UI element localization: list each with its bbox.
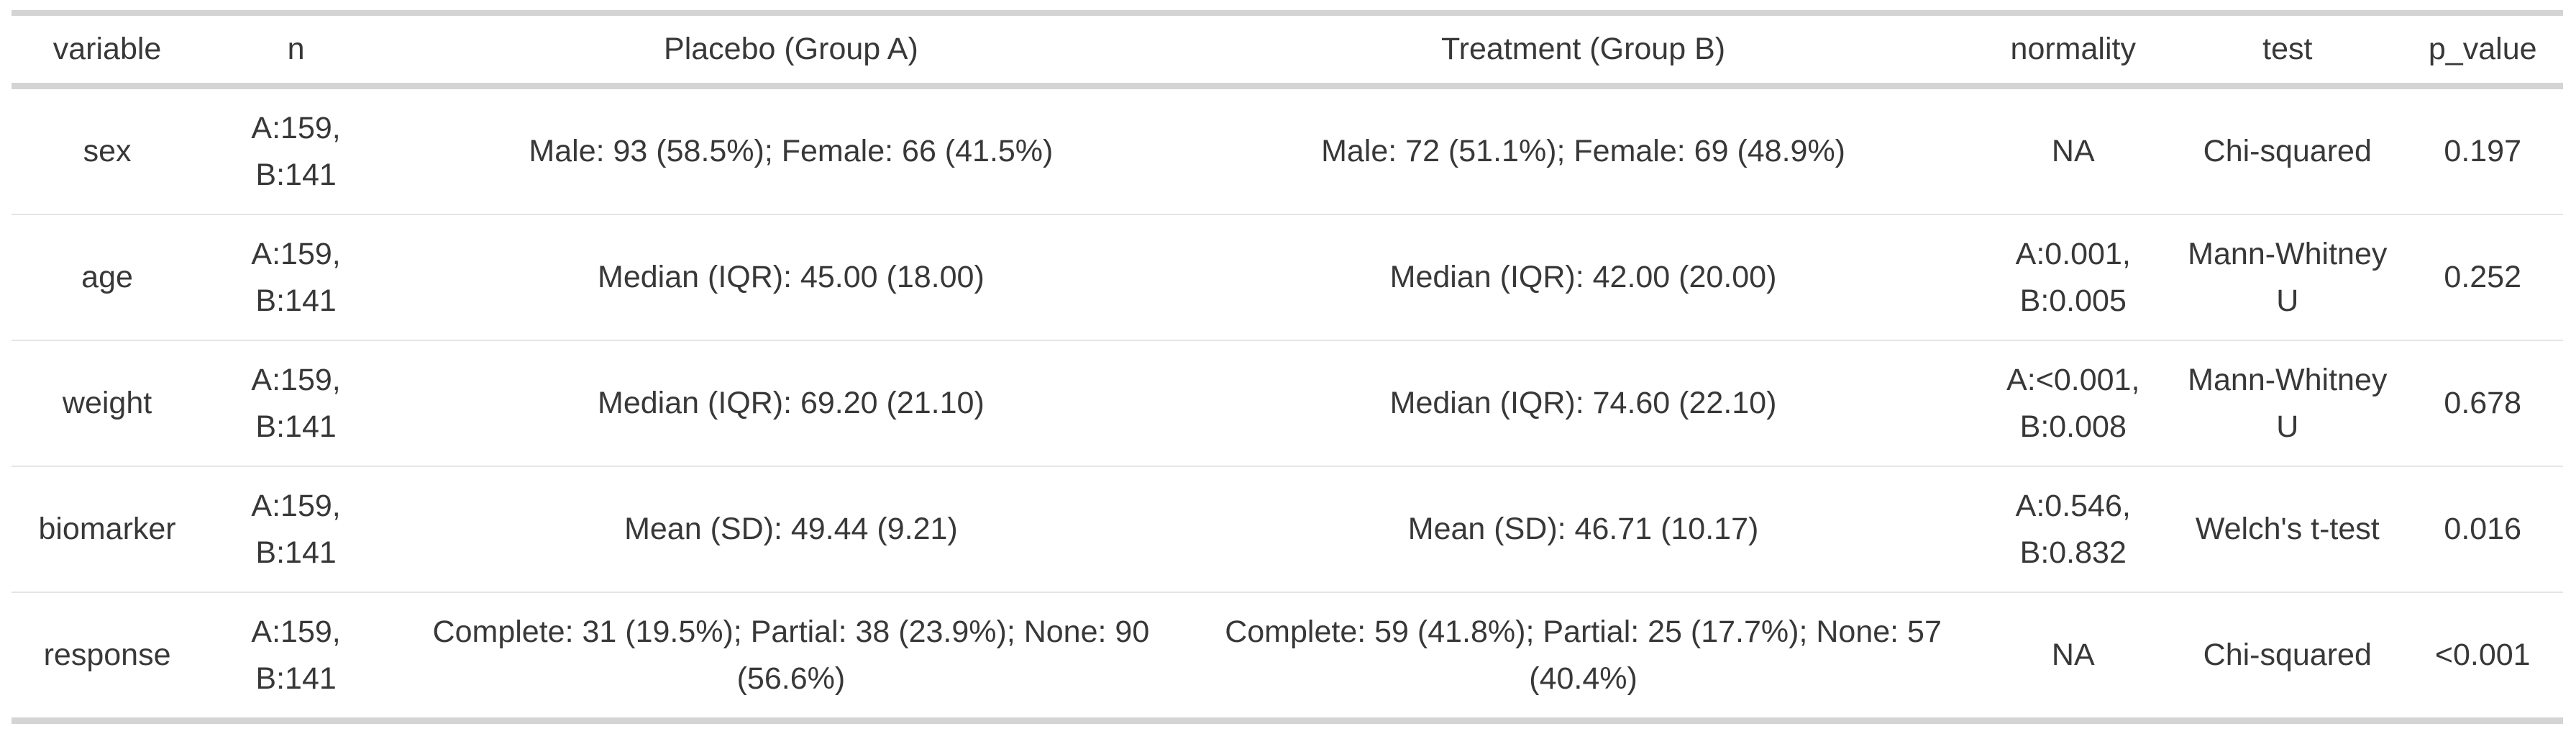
column-header-n: n [203, 13, 390, 89]
cell-test: Mann-Whitney U [2173, 340, 2403, 466]
cell-placebo: Male: 93 (58.5%); Female: 66 (41.5%) [529, 134, 1054, 169]
column-header-p-value: p_value [2402, 13, 2563, 89]
cell-variable: biomarker [12, 466, 204, 592]
cell-p_value: 0.678 [2402, 340, 2563, 466]
cell-placebo: Median (IQR): 69.20 (21.10) [389, 340, 1193, 466]
cell-n: A:159, B:141 [251, 111, 341, 192]
cell-normality: A:0.001, B:0.005 [1973, 214, 2173, 340]
cell-placebo: Complete: 31 (19.5%); Partial: 38 (23.9%… [389, 592, 1193, 721]
column-header-normality: normality [1973, 13, 2173, 89]
cell-normality: NA [2051, 134, 2095, 169]
column-header-treatment: Treatment (Group B) [1192, 13, 1974, 89]
cell-n: A:159, B:141 [203, 466, 390, 592]
table-row: sex A:159, B:141 Male: 93 (58.5%); Female:… [12, 86, 2563, 215]
cell-variable: weight [12, 340, 204, 466]
cell-treatment: Mean (SD): 46.71 (10.17) [1192, 466, 1974, 592]
summary-table: variable n Placebo (Group A) Treatment (… [12, 10, 2563, 724]
cell-treatment: Male: 72 (51.1%); Female: 69 (48.9%) [1321, 134, 1846, 169]
header-row: variable n Placebo (Group A) Treatment (… [12, 13, 2563, 89]
column-header-variable: variable [12, 13, 204, 89]
table-row: weight A:159, B:141 Median (IQR): 69.20 (2… [12, 340, 2563, 466]
cell-test: Chi-squared [2203, 134, 2372, 169]
table-row: biomarker A:159, B:141 Mean (SD): 49.44 (9… [12, 466, 2563, 592]
cell-test: Mann-Whitney U [2173, 214, 2403, 340]
cell-n: A:159, B:141 [203, 214, 390, 340]
cell-p_value: 0.016 [2402, 466, 2563, 592]
cell-treatment: Complete: 59 (41.8%); Partial: 25 (17.7%… [1192, 592, 1974, 721]
cell-variable: response [12, 592, 204, 721]
table-row: age A:159, B:141 Median (IQR): 45.00 (18.0… [12, 214, 2563, 340]
column-header-test: test [2173, 13, 2403, 89]
cell-normality: A:0.546, B:0.832 [1973, 466, 2173, 592]
cell-test: Welch's t-test [2173, 466, 2403, 592]
cell-treatment: Median (IQR): 74.60 (22.10) [1192, 340, 1974, 466]
cell-placebo: Mean (SD): 49.44 (9.21) [389, 466, 1193, 592]
cell-n: A:159, B:141 [203, 340, 390, 466]
cell-treatment: Median (IQR): 42.00 (20.00) [1192, 214, 1974, 340]
cell-n: A:159, B:141 [203, 592, 390, 721]
cell-p_value: <0.001 [2402, 592, 2563, 721]
cell-variable: sex [83, 134, 132, 169]
cell-normality: A:<0.001, B:0.008 [1973, 340, 2173, 466]
cell-p_value: 0.252 [2402, 214, 2563, 340]
column-header-placebo: Placebo (Group A) [389, 13, 1193, 89]
cell-placebo: Median (IQR): 45.00 (18.00) [389, 214, 1193, 340]
cell-normality: NA [1973, 592, 2173, 721]
cell-variable: age [12, 214, 204, 340]
cell-p_value: 0.197 [2444, 134, 2522, 169]
table-row: response A:159, B:141 Complete: 31 (19.5%)… [12, 592, 2563, 721]
cell-test: Chi-squared [2173, 592, 2403, 721]
